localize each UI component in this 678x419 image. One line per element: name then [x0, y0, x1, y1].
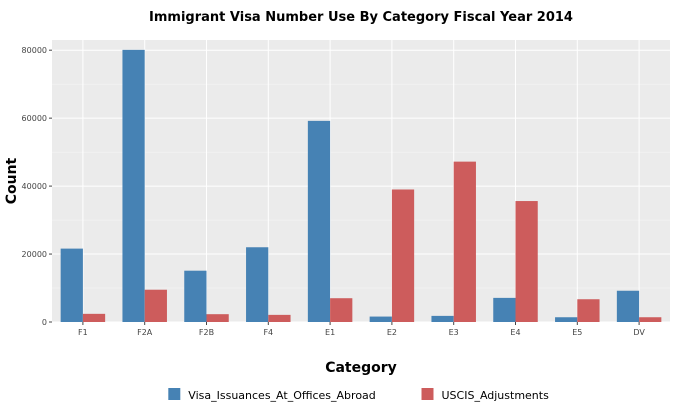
bar-e2-series-1 — [370, 317, 392, 322]
x-axis-ticks: F1 F2A F2B F4 E1 E2 E3 E4 E5 DV — [78, 322, 645, 337]
x-tick-label: DV — [633, 328, 645, 337]
y-axis-ticks: 0 20000 40000 60000 80000 — [22, 46, 52, 327]
x-tick-label: F2B — [199, 328, 214, 337]
y-tick-label: 40000 — [22, 182, 47, 191]
x-tick-label: E4 — [510, 328, 520, 337]
bar-e5-series-1 — [555, 317, 577, 322]
bar-dv-series-1 — [617, 291, 639, 322]
y-axis-title: Count — [4, 157, 20, 204]
bar-f2a-series-2 — [145, 290, 167, 322]
y-tick-label: 80000 — [22, 46, 47, 55]
x-tick-label: F1 — [78, 328, 88, 337]
bar-e4-series-1 — [493, 298, 515, 322]
legend-label-series-1: Visa_Issuances_At_Offices_Abroad — [188, 389, 375, 402]
x-tick-label: E5 — [572, 328, 582, 337]
legend-key-series-1 — [168, 388, 180, 400]
x-tick-label: F2A — [137, 328, 153, 337]
bar-f1-series-1 — [61, 249, 83, 322]
legend-key-series-2 — [422, 388, 434, 400]
chart-title: Immigrant Visa Number Use By Category Fi… — [149, 10, 573, 25]
bar-f4-series-1 — [246, 247, 268, 322]
bar-f4-series-2 — [268, 315, 290, 322]
bar-f2a-series-1 — [122, 50, 144, 322]
bar-e3-series-2 — [454, 162, 476, 322]
bar-e4-series-2 — [516, 201, 538, 322]
bar-e3-series-1 — [431, 316, 453, 322]
x-tick-label: E2 — [387, 328, 397, 337]
bar-e2-series-2 — [392, 189, 414, 322]
bar-e1-series-2 — [330, 298, 352, 322]
bar-f1-series-2 — [83, 314, 105, 322]
bar-f2b-series-2 — [207, 314, 229, 322]
x-tick-label: E1 — [325, 328, 335, 337]
y-tick-label: 60000 — [22, 114, 47, 123]
x-axis-title: Category — [325, 360, 397, 376]
bar-e5-series-2 — [577, 299, 599, 322]
x-tick-label: E3 — [449, 328, 459, 337]
bar-dv-series-2 — [639, 317, 661, 322]
y-tick-label: 0 — [42, 318, 47, 327]
legend-label-series-2: USCIS_Adjustments — [442, 389, 550, 402]
bar-e1-series-1 — [308, 121, 330, 322]
x-tick-label: F4 — [263, 328, 273, 337]
bar-f2b-series-1 — [184, 271, 206, 322]
y-tick-label: 20000 — [22, 250, 47, 259]
legend: Visa_Issuances_At_Offices_Abroad USCIS_Ad… — [168, 388, 549, 402]
